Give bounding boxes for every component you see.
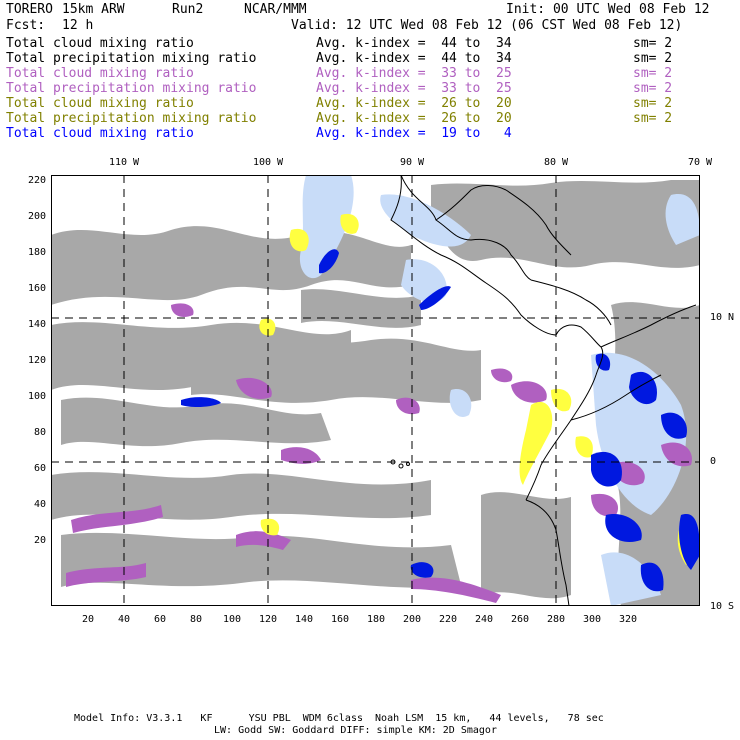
legend-field: Total cloud mixing ratio (6, 126, 194, 141)
weather-map (51, 175, 700, 606)
legend-range: Avg. k-index = 19 to 4 (316, 126, 512, 141)
x-tick-label: 320 (618, 614, 638, 625)
cloud-purple-layer (66, 303, 692, 603)
valid-time: Valid: 12 UTC Wed 08 Feb 12 (06 CST Wed … (291, 18, 683, 33)
legend-range: Avg. k-index = 33 to 25 (316, 81, 512, 96)
x-tick-label: 220 (438, 614, 458, 625)
lon-label-90w: 90 W (399, 157, 425, 168)
x-tick-label: 60 (153, 614, 167, 625)
x-tick-label: 300 (582, 614, 602, 625)
legend-sm: sm= 2 (633, 81, 673, 96)
y-tick-label: 100 (27, 391, 46, 402)
legend-range: Avg. k-index = 44 to 34 (316, 51, 512, 66)
y-tick-label: 140 (27, 319, 46, 330)
y-tick-label: 160 (27, 283, 46, 294)
map-frame (51, 175, 700, 606)
legend-range: Avg. k-index = 26 to 20 (316, 111, 512, 126)
x-tick-label: 180 (366, 614, 386, 625)
lat-label-10s: 10 S (710, 601, 735, 612)
legend-field: Total cloud mixing ratio (6, 66, 194, 81)
lon-label-80w: 80 W (543, 157, 569, 168)
init-time: Init: 00 UTC Wed 08 Feb 12 (506, 2, 710, 17)
y-tick-label: 20 (33, 535, 46, 546)
x-tick-label: 100 (222, 614, 242, 625)
lon-label-100w: 100 W (252, 157, 284, 168)
x-tick-label: 160 (330, 614, 350, 625)
y-tick-label: 120 (27, 355, 46, 366)
y-tick-label: 200 (27, 211, 46, 222)
legend-sm: sm= 2 (633, 36, 673, 51)
y-tick-label: 60 (33, 463, 46, 474)
x-tick-label: 280 (546, 614, 566, 625)
galapagos-islands (390, 459, 410, 469)
x-tick-label: 240 (474, 614, 494, 625)
run-label: Run2 (172, 2, 204, 17)
legend-range: Avg. k-index = 26 to 20 (316, 96, 512, 111)
x-tick-label: 80 (189, 614, 203, 625)
legend-field: Total precipitation mixing ratio (6, 111, 257, 126)
lat-label-10n: 10 N (710, 312, 735, 323)
forecast-hour: 12 h (62, 18, 94, 33)
legend-range: Avg. k-index = 44 to 34 (316, 36, 512, 51)
x-tick-label: 20 (81, 614, 95, 625)
x-tick-label: 200 (402, 614, 422, 625)
legend-sm: sm= 2 (633, 96, 673, 111)
forecast-label: Fcst: (6, 18, 46, 33)
y-tick-label: 80 (33, 427, 46, 438)
lat-label-0: 0 (710, 456, 717, 467)
x-tick-label: 260 (510, 614, 530, 625)
model-info: Model Info: V3.3.1 KF YSU PBL WDM 6class… (74, 713, 604, 724)
model-name: TORERO (6, 2, 53, 17)
lon-label-70w: 70 W (687, 157, 713, 168)
grid (51, 175, 700, 606)
y-tick-label: 180 (27, 247, 46, 258)
model-resolution: 15km ARW (62, 2, 125, 17)
x-tick-label: 40 (117, 614, 131, 625)
legend-range: Avg. k-index = 33 to 25 (316, 66, 512, 81)
cloud-blue-layer (181, 249, 700, 592)
legend-sm: sm= 2 (633, 66, 673, 81)
organization: NCAR/MMM (244, 2, 307, 17)
x-tick-label: 140 (294, 614, 314, 625)
physics-info: LW: Godd SW: Goddard DIFF: simple KM: 2D… (214, 725, 497, 736)
legend-field: Total precipitation mixing ratio (6, 51, 257, 66)
legend-sm: sm= 2 (633, 51, 673, 66)
y-tick-label: 40 (33, 499, 46, 510)
legend-sm: sm= 2 (633, 111, 673, 126)
x-tick-label: 120 (258, 614, 278, 625)
legend-field: Total precipitation mixing ratio (6, 81, 257, 96)
legend-field: Total cloud mixing ratio (6, 36, 194, 51)
lon-label-110w: 110 W (108, 157, 140, 168)
y-tick-label: 220 (27, 175, 46, 186)
legend-field: Total cloud mixing ratio (6, 96, 194, 111)
